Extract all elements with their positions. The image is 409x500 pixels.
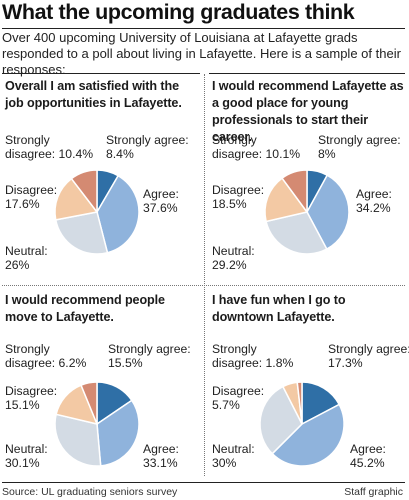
chart-title: I would recommend Lafayette as a good pl…: [212, 79, 404, 144]
slice-label-strongly-agree: Strongly agree: 8.4%: [106, 133, 189, 161]
slice-label-strongly-agree: Strongly agree: 15.5%: [108, 342, 191, 370]
chart-title: I would recommend people move to Lafayet…: [5, 293, 165, 324]
slice-label-disagree: Disagree: 17.6%: [5, 183, 58, 211]
slice-neutral: [265, 211, 328, 255]
panel-rule: [209, 73, 405, 74]
slice-strongly-disagree: [281, 169, 308, 215]
slice-strongly-disagree: [70, 169, 98, 215]
panel-rule: [2, 73, 200, 74]
slice-neutral: [259, 385, 303, 455]
bottom-rule: [2, 482, 405, 483]
credit-note: Staff graphic: [344, 486, 403, 498]
slice-label-agree: Agree: 45.2%: [350, 442, 386, 470]
slice-label-agree: Agree: 37.6%: [143, 187, 179, 215]
slice-agree: [96, 174, 140, 254]
slice-agree: [96, 399, 140, 467]
page-title: What the upcoming graduates think: [2, 0, 355, 24]
horizontal-divider: [2, 285, 405, 286]
slice-disagree: [54, 177, 99, 221]
slice-label-strongly-agree: Strongly agree: 17.3%: [328, 342, 409, 370]
slice-label-strongly-agree: Strongly agree: 8%: [318, 133, 401, 161]
vertical-divider: [204, 74, 205, 476]
slice-strongly-agree: [301, 381, 341, 426]
slice-label-agree: Agree: 33.1%: [143, 442, 179, 470]
slice-label-agree: Agree: 34.2%: [356, 187, 392, 215]
slice-neutral: [54, 413, 102, 467]
slice-disagree: [264, 177, 309, 223]
chart-title: Overall I am satisfied with the job oppo…: [5, 79, 182, 110]
slice-strongly-disagree: [80, 381, 98, 425]
slice-label-disagree: Disagree: 5.7%: [212, 384, 265, 412]
slice-agree: [271, 403, 345, 467]
slice-label-strongly-disagree: Strongly disagree: 6.2%: [5, 342, 87, 370]
source-note: Source: UL graduating seniors survey: [2, 486, 178, 498]
intro-text: Over 400 upcoming University of Louisian…: [2, 30, 401, 77]
chart-title: I have fun when I go to downtown Lafayet…: [212, 293, 346, 324]
slice-neutral: [54, 211, 109, 255]
slice-label-strongly-disagree: Strongly disagree: 10.4%: [5, 133, 94, 161]
slice-strongly-disagree: [296, 381, 303, 425]
slice-label-neutral: Neutral: 26%: [5, 244, 48, 272]
slice-label-neutral: Neutral: 30%: [212, 442, 255, 470]
slice-label-neutral: Neutral: 29.2%: [212, 244, 255, 272]
slice-label-disagree: Disagree: 18.5%: [212, 183, 265, 211]
slice-label-neutral: Neutral: 30.1%: [5, 442, 48, 470]
title-rule: [2, 28, 405, 29]
slice-label-strongly-disagree: Strongly disagree: 10.1%: [212, 133, 301, 161]
slice-label-disagree: Disagree: 15.1%: [5, 384, 58, 412]
slice-label-strongly-disagree: Strongly disagree: 1.8%: [212, 342, 294, 370]
